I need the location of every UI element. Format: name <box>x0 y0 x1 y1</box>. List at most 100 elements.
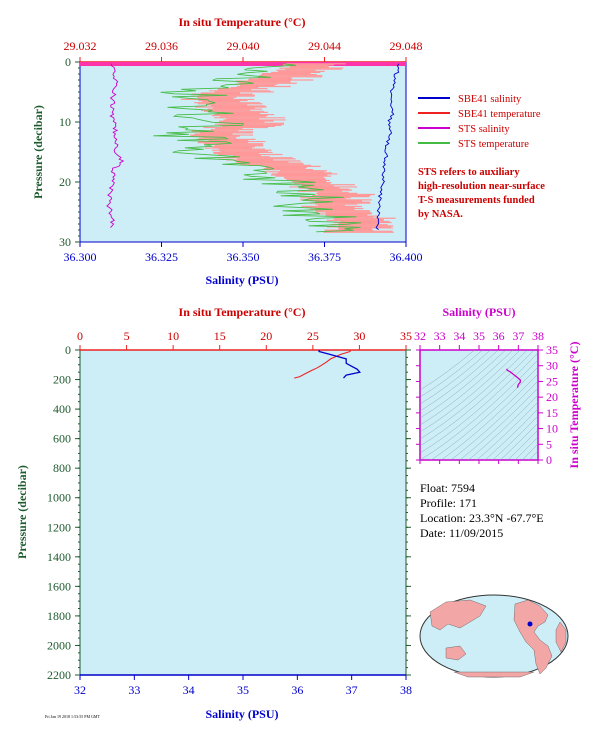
main-pressure-tick-label: 2200 <box>47 668 71 682</box>
ts-profile-line <box>505 368 521 388</box>
main-temp-tick-label: 25 <box>307 329 319 343</box>
ts-salinity-tick-label: 33 <box>434 329 446 343</box>
main-pressure-tick-label: 1800 <box>47 609 71 623</box>
location: Location: 23.3°N -67.7°E <box>420 511 544 525</box>
ts-temp-tick-label: 20 <box>546 390 558 404</box>
top-salinity-axis-label: Salinity (PSU) <box>205 273 278 287</box>
main-temperature-line <box>294 350 351 379</box>
ts-density-contour <box>420 350 491 405</box>
top-sts-salinity-trace <box>106 63 125 228</box>
top-temp-tick-label: 29.040 <box>227 39 260 53</box>
sts-note: STS refers to auxiliary high-resolution … <box>418 167 545 220</box>
top-temp-tick-label: 29.032 <box>64 39 97 53</box>
ts-density-contours <box>420 350 538 460</box>
ts-density-contour <box>420 352 538 454</box>
main-salinity-tick-label: 33 <box>128 683 140 697</box>
legend-label-sbe41-temperature: SBE41 temperature <box>458 109 541 120</box>
main-salinity-line <box>318 350 362 379</box>
ts-temp-tick-label: 10 <box>546 422 558 436</box>
main-salinity-axis-label: Salinity (PSU) <box>205 707 278 721</box>
main-temp-tick-label: 35 <box>400 329 412 343</box>
top-salinity-tick-label: 36.300 <box>64 250 97 264</box>
ts-salinity-tick-label: 38 <box>532 329 544 343</box>
main-salinity-tick-label: 32 <box>74 683 86 697</box>
main-temp-tick-label: 5 <box>124 329 130 343</box>
main-temp-tick-label: 0 <box>77 329 83 343</box>
ts-density-contour <box>507 429 538 460</box>
top-salinity-tick-label: 36.350 <box>227 250 260 264</box>
main-pressure-tick-label: 1000 <box>47 491 71 505</box>
ts-density-contour <box>450 380 538 460</box>
ts-salinity-axis-label: Salinity (PSU) <box>442 305 515 319</box>
top-pressure-tick-label: 20 <box>59 175 71 189</box>
main-temp-tick-label: 30 <box>353 329 365 343</box>
ts-salinity-tick-label: 32 <box>414 329 426 343</box>
main-temp-tick-label: 15 <box>214 329 226 343</box>
ts-density-contour <box>420 350 528 440</box>
top-sbe41-salinity-trace <box>375 63 400 231</box>
date: Date: 11/09/2015 <box>420 526 503 540</box>
main-pressure-tick-label: 600 <box>53 432 71 446</box>
world-map <box>419 594 569 678</box>
note-line-1: STS refers to auxiliary <box>418 167 520 178</box>
top-temp-tick-label: 29.036 <box>145 39 178 53</box>
main-temp-axis-label: In situ Temperature (°C) <box>179 305 306 319</box>
main-pressure-axis-label: Pressure (decibar) <box>15 465 29 559</box>
map-land-africa <box>555 621 567 653</box>
top-surface-band <box>80 62 406 66</box>
main-salinity-tick-label: 34 <box>183 683 195 697</box>
ts-density-contour <box>521 443 538 460</box>
note-line-4: by NASA. <box>418 209 463 220</box>
sts-temperature-line <box>153 63 362 233</box>
ts-density-contour <box>420 359 538 460</box>
top-temp-axis-label: In situ Temperature (°C) <box>179 15 306 29</box>
ts-temp-tick-label: 15 <box>546 406 558 420</box>
legend-label-sbe41-salinity: SBE41 salinity <box>458 94 522 105</box>
ts-temp-axis-label: In situ Temperature (°C) <box>567 342 581 469</box>
ts-plot-area <box>419 349 539 461</box>
ts-density-contour <box>484 408 538 460</box>
map-land-americas <box>513 599 553 675</box>
float-location-marker <box>527 621 533 627</box>
top-legend: SBE41 salinity SBE41 temperature STS sal… <box>418 94 541 150</box>
ts-salinity-tick-label: 37 <box>512 329 524 343</box>
main-plot-area <box>79 349 407 676</box>
top-pressure-axis-label: Pressure (decibar) <box>31 105 45 199</box>
main-pressure-tick-label: 2000 <box>47 638 71 652</box>
ts-density-contour <box>420 350 535 447</box>
main-pressure-tick-label: 0 <box>65 343 71 357</box>
main-pressure-tick-label: 400 <box>53 402 71 416</box>
float-info: Float: 7594 Profile: 171 Location: 23.3°… <box>420 481 544 540</box>
footer-tag: Fri Jan 19 2018 1:53:55 PM GMT <box>45 714 100 719</box>
ts-density-contour <box>440 373 538 460</box>
ts-density-contour <box>420 350 521 433</box>
ts-density-contour <box>514 436 538 460</box>
ts-density-contour <box>420 350 514 426</box>
main-salinity-tick-label: 36 <box>291 683 303 697</box>
ts-density-contour <box>468 394 538 460</box>
legend-label-sts-temperature: STS temperature <box>458 139 529 150</box>
main-salinity-tick-label: 37 <box>346 683 358 697</box>
top-salinity-tick-label: 36.400 <box>390 250 423 264</box>
ts-salinity-tick-label: 35 <box>473 329 485 343</box>
main-pressure-tick-label: 1600 <box>47 579 71 593</box>
sbe41-salinity-line <box>375 63 400 231</box>
main-temp-tick-label: 20 <box>260 329 272 343</box>
ts-density-contour <box>476 401 538 460</box>
map-land-antarctica <box>453 671 535 678</box>
float-id: Float: 7594 <box>420 481 475 495</box>
ts-density-contour <box>420 350 483 398</box>
ts-temp-tick-label: 0 <box>546 453 552 467</box>
map-land-australia <box>445 645 467 661</box>
main-temp-tick-label: 10 <box>167 329 179 343</box>
map-land-asia <box>429 599 487 631</box>
top-temp-tick-label: 29.044 <box>308 39 341 53</box>
ts-density-contour <box>492 415 538 460</box>
sts-salinity-line <box>106 63 125 228</box>
ts-salinity-tick-label: 34 <box>453 329 465 343</box>
main-pressure-tick-label: 1200 <box>47 520 71 534</box>
top-pressure-tick-label: 30 <box>59 235 71 249</box>
ts-density-contour <box>500 422 538 460</box>
ts-salinity-tick-label: 36 <box>493 329 505 343</box>
